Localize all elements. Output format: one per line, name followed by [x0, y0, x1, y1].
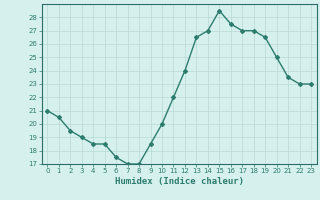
X-axis label: Humidex (Indice chaleur): Humidex (Indice chaleur) [115, 177, 244, 186]
